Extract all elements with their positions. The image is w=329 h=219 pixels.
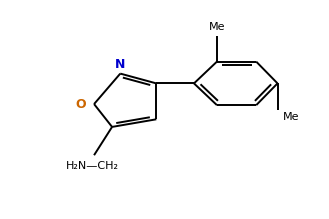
Text: N: N — [115, 58, 125, 71]
Text: H₂N—CH₂: H₂N—CH₂ — [66, 161, 119, 171]
Text: Me: Me — [282, 112, 299, 122]
Text: Me: Me — [209, 22, 225, 32]
Text: O: O — [75, 97, 86, 111]
